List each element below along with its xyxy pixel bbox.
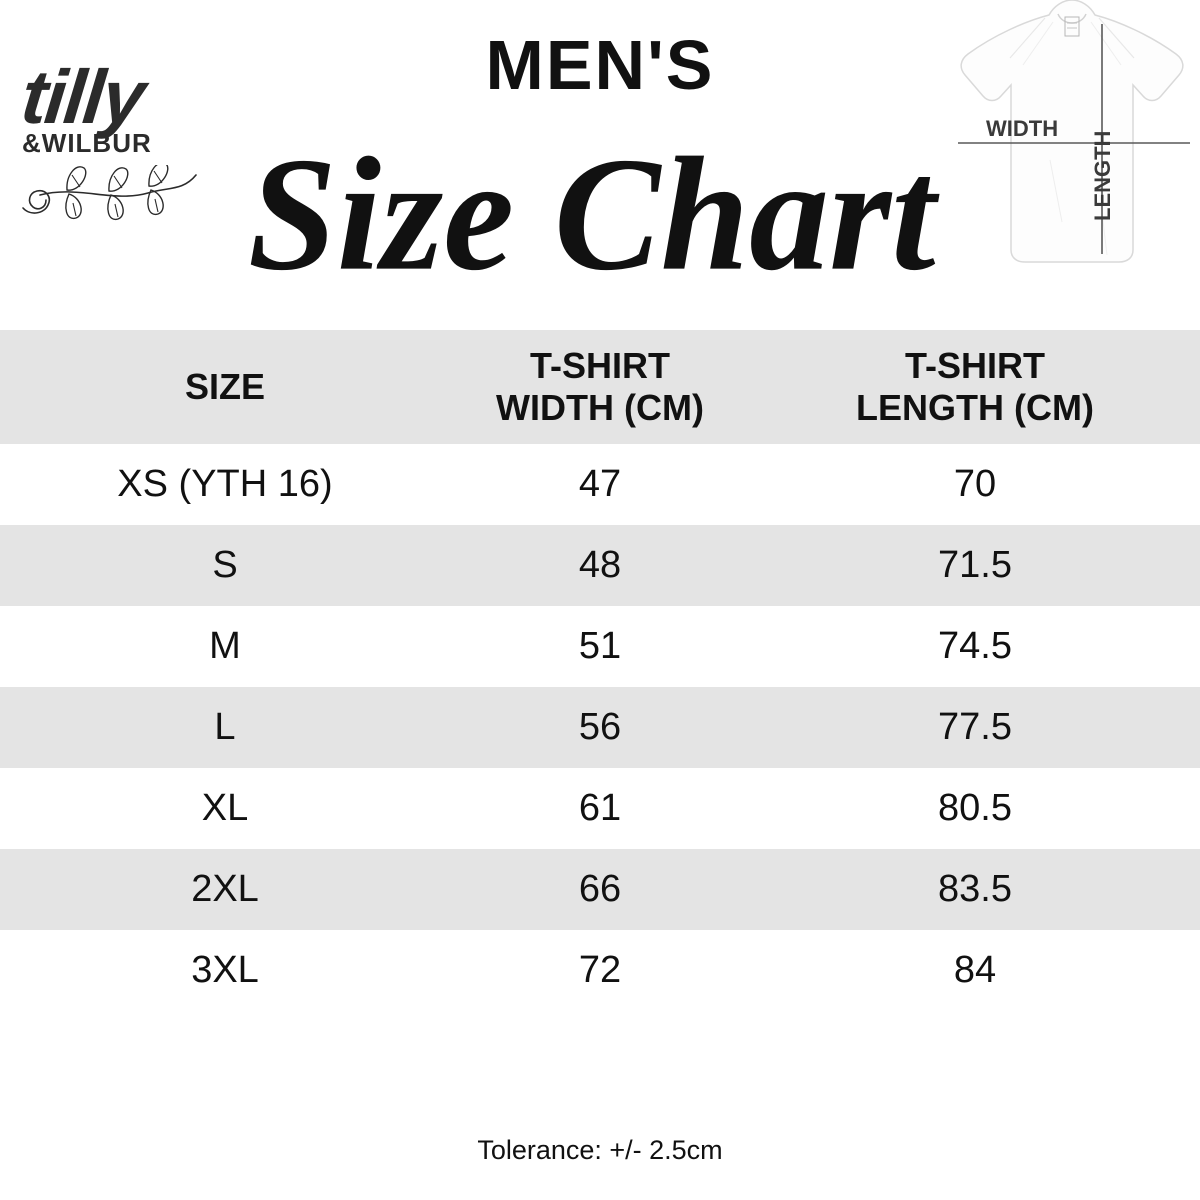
svg-text:LENGTH: LENGTH — [1090, 131, 1115, 221]
svg-text:WIDTH: WIDTH — [986, 116, 1058, 141]
